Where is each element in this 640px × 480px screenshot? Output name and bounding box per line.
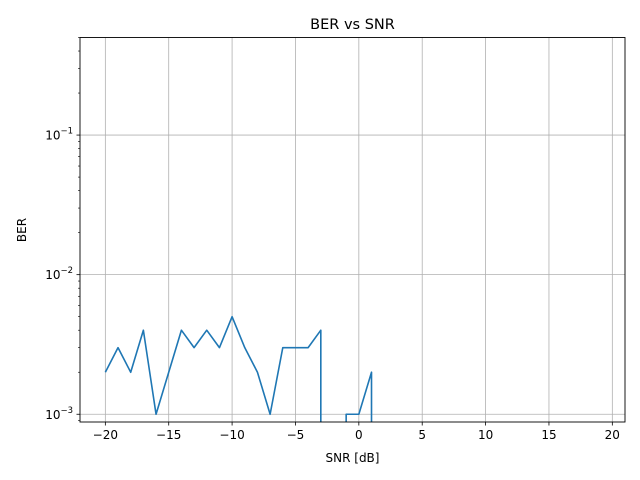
- y-tick-label-base: 10: [45, 268, 60, 282]
- x-axis-title: SNR [dB]: [326, 451, 380, 465]
- y-tick-label-exponent: −3: [60, 406, 73, 416]
- x-tick-label: −20: [93, 428, 118, 442]
- y-tick-label: 10−2: [45, 266, 73, 282]
- series-line: [345, 371, 373, 422]
- grid: [80, 37, 625, 422]
- x-tick-label: 0: [355, 428, 363, 442]
- x-tick-label: 5: [418, 428, 426, 442]
- series-line: [104, 315, 322, 422]
- y-tick-label-exponent: −1: [60, 127, 73, 137]
- x-tick-label: −10: [219, 428, 244, 442]
- y-axis: 10−310−210−1: [45, 37, 80, 422]
- x-axis: −20 −15 −10 −5 0 5 10 15 20: [93, 422, 620, 442]
- axes-frame: [79, 37, 626, 423]
- y-tick-label-base: 10: [45, 408, 60, 422]
- x-tick-label: 10: [478, 428, 493, 442]
- y-tick-label-exponent: −2: [60, 266, 73, 276]
- y-axis-title: BER: [15, 218, 29, 242]
- x-tick-label: 15: [541, 428, 556, 442]
- y-tick-label-base: 10: [45, 129, 60, 143]
- x-tick-label: −5: [287, 428, 305, 442]
- y-tick-label: 10−1: [45, 127, 73, 143]
- y-tick-label: 10−3: [45, 406, 73, 422]
- plot-area: [104, 315, 373, 422]
- chart-title: BER vs SNR: [310, 17, 395, 33]
- x-tick-label: −15: [156, 428, 181, 442]
- x-tick-label: 20: [605, 428, 620, 442]
